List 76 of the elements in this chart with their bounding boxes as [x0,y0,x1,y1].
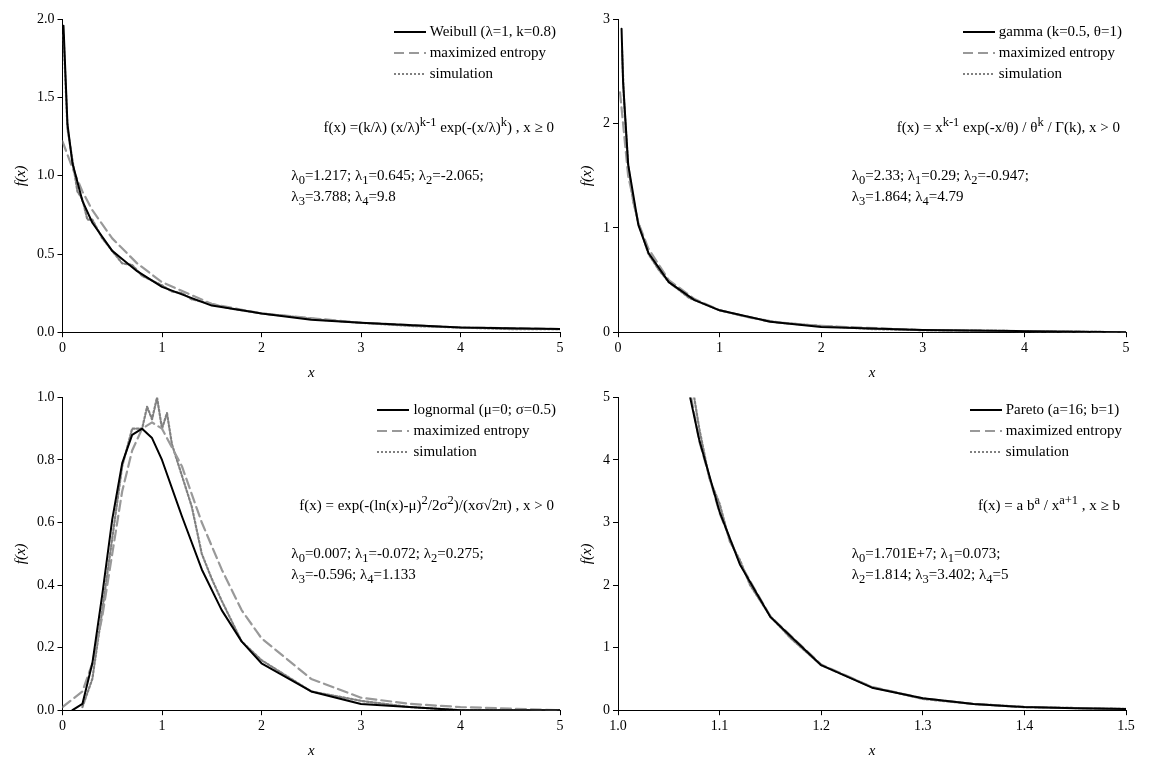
annotation: λ$_{0}$=1.217; λ$_{1}$=0.645; λ$_{2}$=-2.065; [291,167,484,188]
x-tick-label: 5 [1122,340,1130,356]
x-tick-label: 2 [258,340,265,356]
annotation: f(x) = exp(-(ln(x)-μ)$^{2}$/2σ$^{2}$)/(xσ√2π) , x > 0 [299,492,554,516]
x-tick-label: 1 [158,718,166,734]
annotation: λ$_{3}$=1.864; λ$_{4}$=4.79 [851,187,964,211]
x-tick-label: 5 [556,340,564,356]
y-tick-label: 2 [603,576,610,592]
annotation: λ$_{3}$=-0.596; λ$_{4}$=1.133 [291,565,416,589]
annotation: f(x) = a b$^{a}$ / x$^{a+1}$ , x ≥ b [978,492,1120,516]
x-tick-label: 2 [817,340,825,356]
y-tick-label: 0 [603,323,610,339]
x-tick-label: 1.3 [914,718,932,734]
x-tick-label: 1.1 [710,718,729,734]
x-tick-label: 0 [59,340,66,356]
annotation: f(x) = x$^{k-1}$ exp(-x/θ) / θ$^{k}$ / Γ(k), x > 0 [896,114,1120,138]
y-tick-label: 1 [603,639,610,655]
legend-label: Weibull (λ=1, k=0.8) [429,22,556,42]
y-tick-label: 2 [603,115,610,131]
y-tick-label: 1.5 [37,89,55,105]
legend-label: maximized entropy [1005,421,1122,441]
y-tick-label: 0.0 [37,701,55,717]
legend-label: maximized entropy [413,421,530,441]
legend-label: simulation [429,64,494,84]
x-tick-label: 1.5 [1117,718,1135,734]
y-tick-label: 4 [603,451,610,467]
x-axis-title: x [306,363,315,380]
x-tick-label: 1.2 [812,718,830,734]
y-tick-label: 1.0 [37,167,55,183]
annotation: λ$_{0}$=0.007; λ$_{1}$=-0.072; λ$_{2}$=0.275; [291,545,484,566]
annotation: f(x) =(k/λ) (x/λ)$^{k-1}$ exp(-(x/λ)$^{k}$) , x ≥ 0 [323,114,554,138]
x-tick-label: 1.4 [1015,718,1034,734]
y-tick-label: 0 [603,701,610,717]
y-tick-label: 3 [603,11,610,27]
annotation: λ$_{3}$=3.788; λ$_{4}$=9.8 [291,187,396,211]
legend-label: gamma (k=0.5, θ=1) [998,22,1122,42]
y-axis-title: f(x) [11,543,29,565]
y-axis-title: f(x) [577,543,595,565]
y-tick-label: 1 [603,219,610,235]
x-tick-label: 1 [158,340,166,356]
x-tick-label: 3 [919,340,927,356]
x-tick-label: 5 [556,718,564,734]
x-tick-label: 4 [1020,340,1028,356]
y-tick-label: 3 [603,514,610,530]
x-tick-label: 2 [258,718,265,734]
legend-label: Pareto (a=16; b=1) [1005,400,1120,420]
x-tick-label: 1 [716,340,724,356]
x-axis-title: x [867,363,876,380]
legend-label: simulation [1005,442,1070,462]
legend-label: maximized entropy [998,43,1115,63]
y-tick-label: 0.2 [37,639,55,655]
y-tick-label: 2.0 [37,11,55,27]
x-axis-title: x [867,741,876,758]
legend-label: lognormal (μ=0; σ=0.5) [413,400,556,420]
legend-label: simulation [413,442,477,462]
legend-label: simulation [998,64,1063,84]
annotation: λ$_{2}$=1.814; λ$_{3}$=3.402; λ$_{4}$=5 [851,565,1009,589]
y-tick-label: 1.0 [37,389,55,405]
x-tick-label: 0 [614,340,622,356]
x-tick-label: 4 [457,718,464,734]
y-tick-label: 5 [603,389,610,405]
x-tick-label: 0 [59,718,66,734]
y-tick-label: 0.4 [37,576,55,592]
y-tick-label: 0.0 [37,323,55,339]
y-tick-label: 0.8 [37,451,55,467]
x-tick-label: 3 [357,718,365,734]
annotation: λ$_{0}$=2.33; λ$_{1}$=0.29; λ$_{2}$=-0.947; [851,167,1029,188]
y-axis-title: f(x) [11,165,29,187]
x-axis-title: x [306,741,315,758]
annotation: λ$_{0}$=1.701E+7; λ$_{1}$=0.073; [851,545,1001,566]
y-axis-title: f(x) [577,165,595,187]
y-tick-label: 0.5 [37,245,55,261]
x-tick-label: 4 [457,340,464,356]
y-tick-label: 0.6 [37,514,55,530]
legend-label: maximized entropy [429,43,546,63]
x-tick-label: 3 [357,340,365,356]
